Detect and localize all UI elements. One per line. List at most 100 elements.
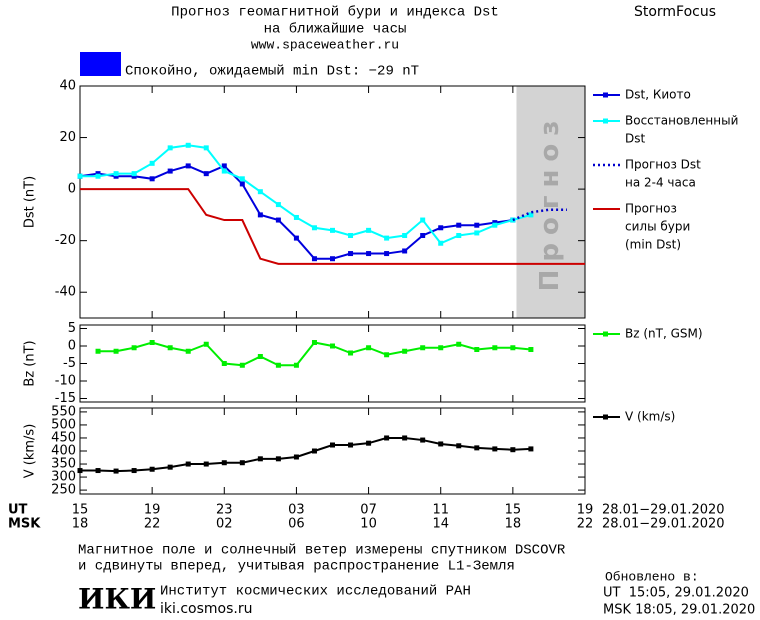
y-tick-label: -40 (55, 285, 76, 300)
point (348, 251, 354, 257)
point (239, 181, 245, 187)
point (131, 171, 137, 177)
point (330, 227, 335, 233)
point (95, 173, 101, 179)
y-axis-label: Bz (nT) (23, 340, 38, 386)
point (257, 212, 263, 218)
legend-label: Dst, Киото (625, 88, 691, 102)
point (77, 173, 83, 179)
footer-note: Магнитное поле и солнечный ветер измерен… (78, 542, 566, 559)
point (420, 217, 426, 223)
point (113, 468, 119, 474)
y-tick-label: 20 (59, 130, 76, 145)
x-tick-label-msk: 14 (432, 517, 449, 532)
point (149, 176, 155, 182)
point (311, 340, 317, 345)
series-line (80, 436, 531, 473)
title: Прогноз геомагнитной бури и индекса Dst (171, 4, 499, 21)
point (77, 468, 83, 474)
point (330, 442, 335, 448)
y-tick-label: -5 (63, 356, 76, 371)
date-range: 28.01−29.01.2020 (602, 503, 725, 518)
legend-label: V (km/s) (625, 410, 675, 424)
point (384, 352, 390, 358)
point (438, 345, 444, 351)
point (474, 230, 480, 236)
updated: UT 15:05, 29.01.2020 (603, 586, 749, 601)
x-tick-label: 11 (432, 503, 449, 518)
y-tick-label: 40 (59, 79, 76, 94)
site: www.spaceweather.ru (251, 37, 399, 52)
institute-site: iki.cosmos.ru (160, 601, 252, 617)
y-tick-label: -10 (55, 374, 76, 389)
x-tick-label-msk: 10 (360, 517, 377, 532)
y-tick-label: 400 (51, 444, 76, 459)
y-tick-label: 5 (68, 321, 76, 336)
point (528, 446, 534, 452)
y-tick-label: 450 (51, 430, 76, 445)
forecast-region (516, 86, 585, 318)
point (221, 460, 227, 466)
point (185, 142, 191, 148)
point (203, 341, 209, 347)
point (167, 345, 173, 351)
point (528, 212, 534, 218)
point (492, 345, 498, 351)
legend-label: (min Dst) (625, 238, 681, 252)
point (203, 145, 209, 151)
point (149, 466, 155, 472)
point (492, 222, 498, 228)
point (492, 446, 498, 452)
status: Спокойно, ожидаемый min Dst: −29 nT (125, 63, 419, 80)
point (203, 171, 209, 177)
point (492, 220, 498, 226)
legend-label: Восстановленный (625, 114, 738, 128)
title: на ближайшие часы (264, 21, 407, 38)
point (528, 347, 534, 352)
point (348, 350, 354, 356)
point (456, 443, 462, 449)
x-axis-name: MSK (8, 517, 41, 532)
point (311, 448, 317, 454)
y-tick-label: -20 (55, 233, 76, 248)
x-tick-label-msk: 02 (216, 517, 233, 532)
point (95, 348, 101, 354)
x-tick-label: 07 (360, 503, 377, 518)
updated: MSK 18:05, 29.01.2020 (603, 603, 755, 618)
x-axis-name: UT (8, 503, 28, 518)
point (131, 345, 137, 351)
point (402, 348, 408, 354)
point (113, 171, 119, 177)
point (239, 460, 245, 466)
forecast-label: Прогноз (535, 113, 565, 292)
point (257, 354, 263, 359)
y-tick-label: 550 (51, 404, 76, 419)
point (402, 435, 408, 441)
legend-label: Прогноз (625, 202, 677, 216)
point (474, 222, 480, 228)
point (149, 160, 155, 166)
point (510, 447, 516, 453)
point (239, 176, 245, 182)
point (438, 225, 444, 231)
point (402, 248, 408, 254)
point (330, 343, 335, 349)
plot-frame (79, 85, 586, 319)
point (510, 345, 516, 351)
x-tick-label-msk: 06 (288, 517, 305, 532)
point (384, 251, 390, 257)
point (95, 171, 101, 177)
point (420, 437, 426, 443)
status-box (80, 52, 121, 76)
point (185, 461, 191, 467)
point (149, 340, 155, 345)
point (420, 233, 426, 239)
point (438, 441, 444, 447)
x-tick-label-msk: 18 (505, 517, 522, 532)
legend-label: силы бури (625, 220, 690, 234)
point (366, 440, 372, 446)
point (438, 240, 444, 246)
point (95, 468, 101, 474)
point (275, 217, 281, 223)
